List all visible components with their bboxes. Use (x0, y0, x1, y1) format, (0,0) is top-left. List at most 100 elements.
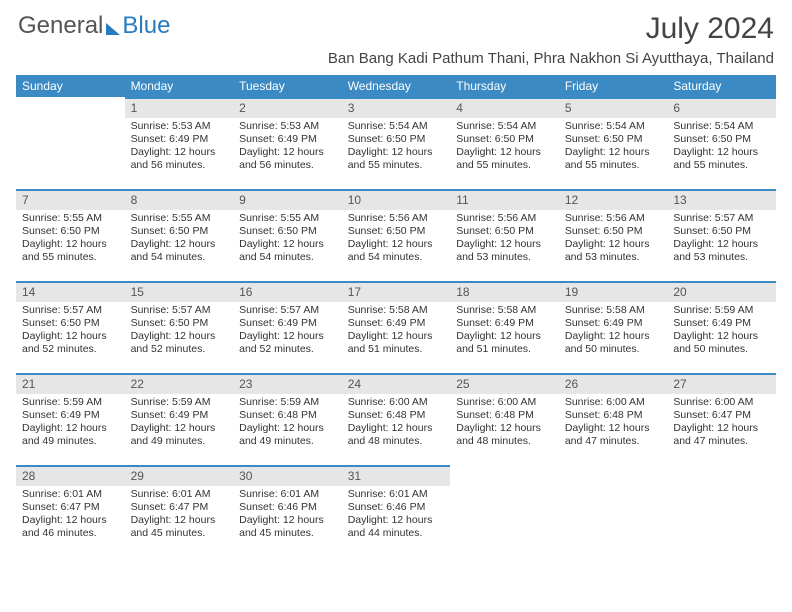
daylight-text: Daylight: 12 hours and 49 minutes. (131, 422, 228, 448)
sunset-text: Sunset: 6:46 PM (348, 501, 445, 514)
sunrise-text: Sunrise: 5:54 AM (456, 120, 553, 133)
daylight-text: Daylight: 12 hours and 50 minutes. (565, 330, 662, 356)
day-content: Sunrise: 5:59 AMSunset: 6:48 PMDaylight:… (233, 394, 342, 453)
dow-saturday: Saturday (667, 75, 776, 97)
calendar-week: 21Sunrise: 5:59 AMSunset: 6:49 PMDayligh… (16, 373, 776, 465)
day-number: 31 (342, 465, 451, 486)
calendar-week: 1Sunrise: 5:53 AMSunset: 6:49 PMDaylight… (16, 97, 776, 189)
daylight-text: Daylight: 12 hours and 53 minutes. (673, 238, 770, 264)
daylight-text: Daylight: 12 hours and 55 minutes. (565, 146, 662, 172)
sunrise-text: Sunrise: 5:55 AM (22, 212, 119, 225)
sunset-text: Sunset: 6:50 PM (348, 225, 445, 238)
sunrise-text: Sunrise: 5:58 AM (348, 304, 445, 317)
daylight-text: Daylight: 12 hours and 56 minutes. (239, 146, 336, 172)
day-number: 30 (233, 465, 342, 486)
sunset-text: Sunset: 6:49 PM (131, 133, 228, 146)
day-content: Sunrise: 5:55 AMSunset: 6:50 PMDaylight:… (125, 210, 234, 269)
calendar-cell: 30Sunrise: 6:01 AMSunset: 6:46 PMDayligh… (233, 465, 342, 557)
daylight-text: Daylight: 12 hours and 52 minutes. (131, 330, 228, 356)
sunrise-text: Sunrise: 5:58 AM (456, 304, 553, 317)
calendar-cell: 12Sunrise: 5:56 AMSunset: 6:50 PMDayligh… (559, 189, 668, 281)
sunrise-text: Sunrise: 5:59 AM (22, 396, 119, 409)
daylight-text: Daylight: 12 hours and 48 minutes. (456, 422, 553, 448)
calendar-cell: 16Sunrise: 5:57 AMSunset: 6:49 PMDayligh… (233, 281, 342, 373)
sunrise-text: Sunrise: 5:53 AM (131, 120, 228, 133)
calendar-cell (16, 97, 125, 189)
day-number: 3 (342, 97, 451, 118)
sunset-text: Sunset: 6:50 PM (456, 133, 553, 146)
sunset-text: Sunset: 6:46 PM (239, 501, 336, 514)
sunrise-text: Sunrise: 5:59 AM (239, 396, 336, 409)
day-number: 9 (233, 189, 342, 210)
calendar-cell: 29Sunrise: 6:01 AMSunset: 6:47 PMDayligh… (125, 465, 234, 557)
daylight-text: Daylight: 12 hours and 54 minutes. (239, 238, 336, 264)
daylight-text: Daylight: 12 hours and 50 minutes. (673, 330, 770, 356)
sunset-text: Sunset: 6:50 PM (239, 225, 336, 238)
calendar-cell: 14Sunrise: 5:57 AMSunset: 6:50 PMDayligh… (16, 281, 125, 373)
day-content: Sunrise: 5:59 AMSunset: 6:49 PMDaylight:… (16, 394, 125, 453)
daylight-text: Daylight: 12 hours and 44 minutes. (348, 514, 445, 540)
sunset-text: Sunset: 6:50 PM (348, 133, 445, 146)
header: General Blue July 2024 Ban Bang Kadi Pat… (0, 0, 792, 69)
day-number: 16 (233, 281, 342, 302)
sunrise-text: Sunrise: 6:01 AM (131, 488, 228, 501)
day-content: Sunrise: 5:55 AMSunset: 6:50 PMDaylight:… (16, 210, 125, 269)
day-number: 19 (559, 281, 668, 302)
daylight-text: Daylight: 12 hours and 45 minutes. (239, 514, 336, 540)
daylight-text: Daylight: 12 hours and 55 minutes. (22, 238, 119, 264)
calendar-table: Sunday Monday Tuesday Wednesday Thursday… (16, 75, 776, 557)
calendar-cell (667, 465, 776, 557)
sunrise-text: Sunrise: 5:56 AM (565, 212, 662, 225)
logo: General Blue (18, 12, 170, 40)
sunset-text: Sunset: 6:48 PM (239, 409, 336, 422)
sunrise-text: Sunrise: 6:01 AM (22, 488, 119, 501)
sunset-text: Sunset: 6:50 PM (131, 225, 228, 238)
daylight-text: Daylight: 12 hours and 53 minutes. (456, 238, 553, 264)
calendar-cell: 18Sunrise: 5:58 AMSunset: 6:49 PMDayligh… (450, 281, 559, 373)
sunrise-text: Sunrise: 5:56 AM (348, 212, 445, 225)
calendar-cell: 31Sunrise: 6:01 AMSunset: 6:46 PMDayligh… (342, 465, 451, 557)
daylight-text: Daylight: 12 hours and 49 minutes. (239, 422, 336, 448)
daylight-text: Daylight: 12 hours and 52 minutes. (22, 330, 119, 356)
sunrise-text: Sunrise: 6:01 AM (239, 488, 336, 501)
day-content: Sunrise: 5:57 AMSunset: 6:49 PMDaylight:… (233, 302, 342, 361)
sunset-text: Sunset: 6:49 PM (348, 317, 445, 330)
day-number: 28 (16, 465, 125, 486)
day-content: Sunrise: 5:59 AMSunset: 6:49 PMDaylight:… (667, 302, 776, 361)
sunrise-text: Sunrise: 5:55 AM (131, 212, 228, 225)
daylight-text: Daylight: 12 hours and 53 minutes. (565, 238, 662, 264)
sunrise-text: Sunrise: 5:56 AM (456, 212, 553, 225)
sunset-text: Sunset: 6:50 PM (456, 225, 553, 238)
day-content: Sunrise: 5:53 AMSunset: 6:49 PMDaylight:… (125, 118, 234, 177)
calendar-cell: 24Sunrise: 6:00 AMSunset: 6:48 PMDayligh… (342, 373, 451, 465)
day-content: Sunrise: 6:01 AMSunset: 6:46 PMDaylight:… (342, 486, 451, 545)
day-number: 8 (125, 189, 234, 210)
day-content: Sunrise: 6:01 AMSunset: 6:46 PMDaylight:… (233, 486, 342, 545)
dow-tuesday: Tuesday (233, 75, 342, 97)
calendar-cell (559, 465, 668, 557)
day-content: Sunrise: 6:00 AMSunset: 6:47 PMDaylight:… (667, 394, 776, 453)
day-number: 13 (667, 189, 776, 210)
sunrise-text: Sunrise: 5:58 AM (565, 304, 662, 317)
day-content: Sunrise: 5:58 AMSunset: 6:49 PMDaylight:… (342, 302, 451, 361)
day-content: Sunrise: 5:54 AMSunset: 6:50 PMDaylight:… (450, 118, 559, 177)
sunset-text: Sunset: 6:49 PM (456, 317, 553, 330)
day-number: 26 (559, 373, 668, 394)
daylight-text: Daylight: 12 hours and 56 minutes. (131, 146, 228, 172)
calendar-cell: 28Sunrise: 6:01 AMSunset: 6:47 PMDayligh… (16, 465, 125, 557)
day-content: Sunrise: 5:57 AMSunset: 6:50 PMDaylight:… (125, 302, 234, 361)
sunset-text: Sunset: 6:50 PM (131, 317, 228, 330)
dow-monday: Monday (125, 75, 234, 97)
sunrise-text: Sunrise: 6:01 AM (348, 488, 445, 501)
dow-row: Sunday Monday Tuesday Wednesday Thursday… (16, 75, 776, 97)
sunset-text: Sunset: 6:50 PM (565, 225, 662, 238)
calendar-cell: 26Sunrise: 6:00 AMSunset: 6:48 PMDayligh… (559, 373, 668, 465)
day-content: Sunrise: 5:54 AMSunset: 6:50 PMDaylight:… (342, 118, 451, 177)
calendar-cell (450, 465, 559, 557)
sunrise-text: Sunrise: 5:54 AM (673, 120, 770, 133)
sunset-text: Sunset: 6:49 PM (565, 317, 662, 330)
day-number: 18 (450, 281, 559, 302)
day-number: 27 (667, 373, 776, 394)
calendar-week: 28Sunrise: 6:01 AMSunset: 6:47 PMDayligh… (16, 465, 776, 557)
sunrise-text: Sunrise: 5:57 AM (131, 304, 228, 317)
